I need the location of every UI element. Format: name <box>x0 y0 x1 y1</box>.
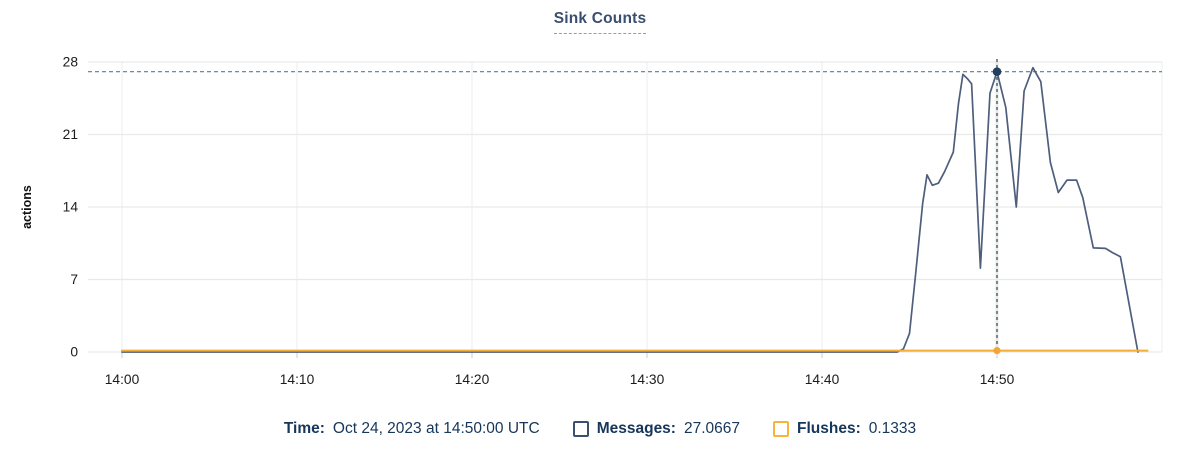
x-axis-tick-label: 14:50 <box>980 372 1015 387</box>
x-axis-tick-label: 14:40 <box>805 372 840 387</box>
y-axis-tick-label: 28 <box>63 55 79 70</box>
flushes-highlight-marker <box>993 347 1001 355</box>
x-axis-tick-label: 14:00 <box>105 372 140 387</box>
messages-value: 27.0667 <box>683 420 740 437</box>
x-axis-tick-label: 14:30 <box>630 372 665 387</box>
messages-highlight-marker <box>992 67 1002 76</box>
flushes-series-swatch <box>773 421 789 437</box>
x-axis-tick-label: 14:20 <box>455 372 490 387</box>
tooltip-time-value: Oct 24, 2023 at 14:50:00 UTC <box>332 420 540 437</box>
legend-item-flushes[interactable]: Flushes: 0.1333 <box>773 420 916 438</box>
y-axis-tick-label: 0 <box>70 345 78 360</box>
y-axis-tick-label: 7 <box>70 272 78 287</box>
y-axis-tick-label: 21 <box>63 127 78 142</box>
messages-series-swatch <box>572 421 589 437</box>
legend-item-messages[interactable]: Messages: 27.0667 <box>572 420 740 438</box>
y-axis-title: actions <box>20 185 34 229</box>
series-line-messages <box>121 66 1139 353</box>
flushes-value: 0.1333 <box>868 420 917 437</box>
tooltip-time: Time: Oct 24, 2023 at 14:50:00 UTC <box>284 420 540 438</box>
x-axis-tick-label: 14:10 <box>280 372 315 387</box>
y-axis-tick-label: 14 <box>63 200 79 215</box>
chart-tooltip-bar: Time: Oct 24, 2023 at 14:50:00 UTC Messa… <box>0 412 1200 446</box>
chart-title-row: Sink Counts <box>0 10 1200 34</box>
tooltip-time-label: Time: <box>283 420 325 437</box>
flushes-label: Flushes: <box>797 420 861 437</box>
chart-canvas[interactable]: 0 7 14 21 28 14:00 14:10 14:20 14:30 14:40 14:50 ac… <box>0 0 1200 405</box>
messages-label: Messages: <box>596 420 676 437</box>
chart-title: Sink Counts <box>553 10 647 34</box>
